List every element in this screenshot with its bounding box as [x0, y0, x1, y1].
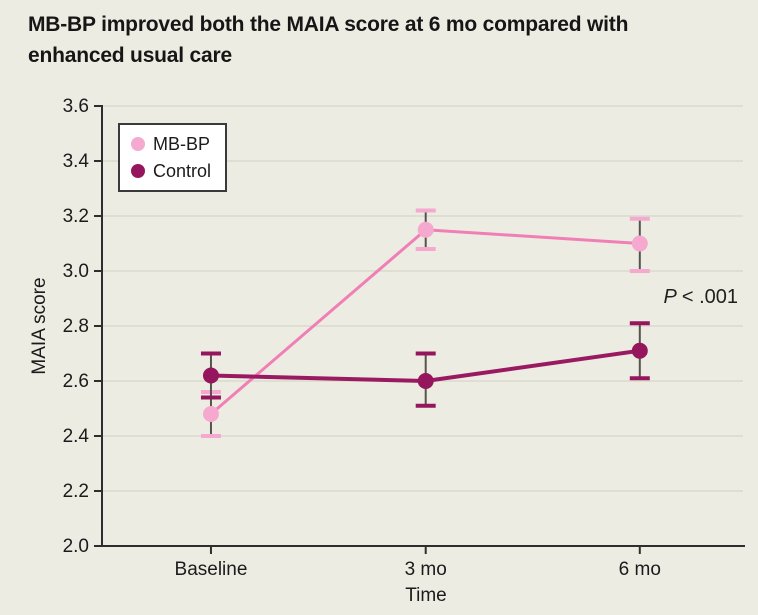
x-tick-label: 6 mo	[619, 559, 661, 580]
y-tick-label: 3.2	[63, 206, 89, 227]
y-tick-label: 2.0	[63, 536, 89, 557]
y-axis-title: MAIA score	[29, 277, 50, 375]
chart-title-line1: MB-BP improved both the MAIA score at 6 …	[28, 13, 629, 36]
chart-title-line2: enhanced usual care	[28, 44, 232, 67]
legend: MB-BP Control	[118, 123, 228, 192]
data-point-mb-bp	[631, 235, 648, 252]
data-point-control	[417, 373, 434, 389]
data-point-control	[202, 367, 219, 384]
legend-item-control: Control	[131, 159, 211, 183]
control-marker-icon	[131, 164, 145, 178]
legend-label-mbbp: MB-BP	[153, 134, 211, 154]
x-tick-label: 3 mo	[405, 559, 447, 580]
y-tick-label: 3.6	[63, 96, 89, 117]
x-axis-title: Time	[405, 585, 447, 606]
y-tick-label: 2.4	[63, 426, 90, 447]
data-point-control	[631, 342, 648, 359]
legend-item-mbbp: MB-BP	[131, 132, 211, 156]
mbbp-marker-icon	[131, 137, 145, 151]
y-tick-label: 2.2	[63, 481, 89, 502]
y-tick-label: 3.4	[63, 151, 90, 172]
x-tick-label: Baseline	[175, 559, 248, 580]
y-tick-label: 2.8	[63, 316, 89, 337]
y-tick-label: 3.0	[63, 261, 89, 282]
data-point-mb-bp	[202, 406, 219, 422]
p-value-symbol: P	[663, 286, 677, 308]
chart-title: MB-BP improved both the MAIA score at 6 …	[28, 9, 740, 71]
y-tick-label: 2.6	[63, 371, 89, 392]
p-value-text: < .001	[681, 286, 738, 308]
legend-label-control: Control	[153, 161, 212, 181]
p-value-annotation: P < .001	[663, 286, 738, 309]
data-point-mb-bp	[417, 221, 434, 238]
